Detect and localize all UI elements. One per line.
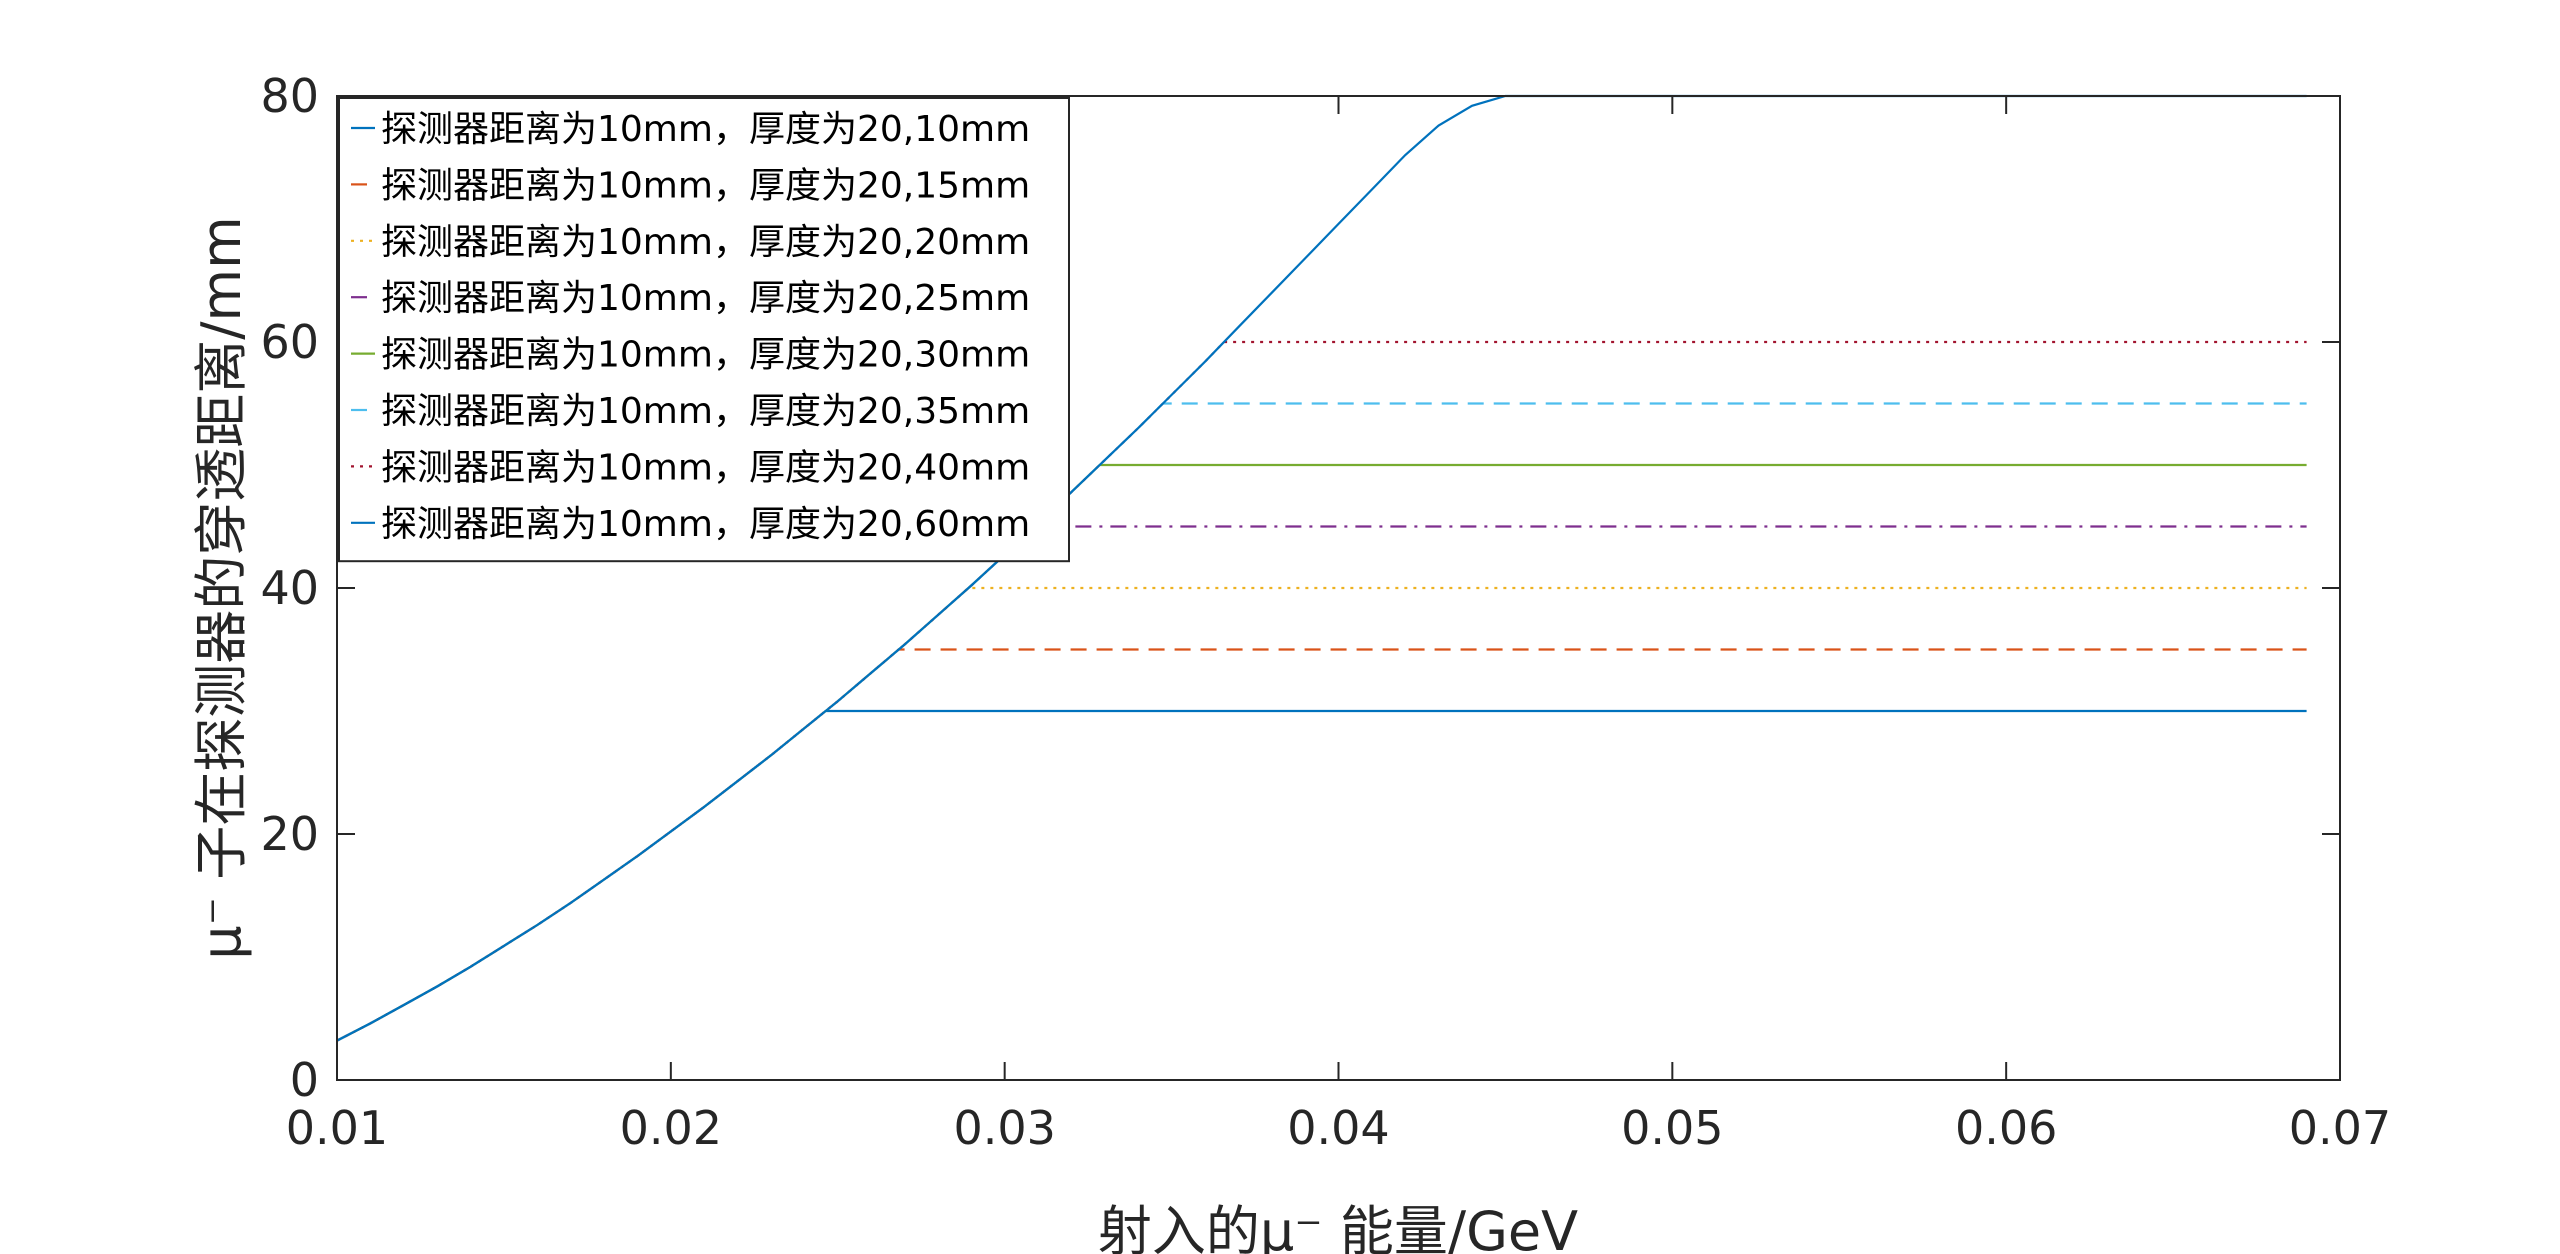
legend-label: 探测器距离为10mm，厚度为20,30mm: [381, 335, 1030, 376]
legend-label: 探测器距离为10mm，厚度为20,20mm: [381, 222, 1030, 263]
x-tick-label: 0.04: [1287, 1101, 1389, 1155]
legend-box: [338, 97, 1070, 563]
y-tick-label: 80: [260, 69, 319, 123]
legend-label: 探测器距离为10mm，厚度为20,60mm: [381, 504, 1030, 545]
x-tick-label: 0.03: [953, 1101, 1055, 1155]
tick-layer: 0.01 0.02 0.03 0.04 0.05 0.06 0.07 0 20 40 60 80: [260, 69, 2391, 1155]
x-tick-label: 0.02: [620, 1101, 722, 1155]
y-tick-label: 60: [260, 315, 319, 369]
y-tick-label: 0: [290, 1053, 319, 1107]
legend-label: 探测器距离为10mm，厚度为20,40mm: [381, 447, 1030, 488]
y-tick-label: 40: [260, 561, 319, 615]
x-tick-label: 0.07: [2289, 1101, 2391, 1155]
y-tick-label: 20: [260, 807, 319, 861]
legend-label: 探测器距离为10mm，厚度为20,25mm: [381, 278, 1030, 319]
x-tick-label: 0.06: [1955, 1101, 2057, 1155]
legend-label: 探测器距离为10mm，厚度为20,10mm: [381, 109, 1030, 150]
legend-label: 探测器距离为10mm，厚度为20,15mm: [381, 165, 1030, 206]
y-axis-title: μ⁻ 子在探测器的穿透距离/mm: [190, 216, 253, 959]
legend-label: 探测器距离为10mm，厚度为20,35mm: [381, 391, 1030, 432]
legend: 探测器距离为10mm，厚度为20,10mm 探测器距离为10mm，厚度为20,15…: [338, 97, 1070, 563]
x-tick-label: 0.05: [1621, 1101, 1723, 1155]
series-line-8: [336, 94, 2307, 1042]
plot-frame: [336, 95, 2341, 1081]
x-axis-title: 射入的μ⁻ 能量/GeV: [1098, 1200, 1578, 1254]
x-tick-label: 0.01: [286, 1101, 388, 1155]
